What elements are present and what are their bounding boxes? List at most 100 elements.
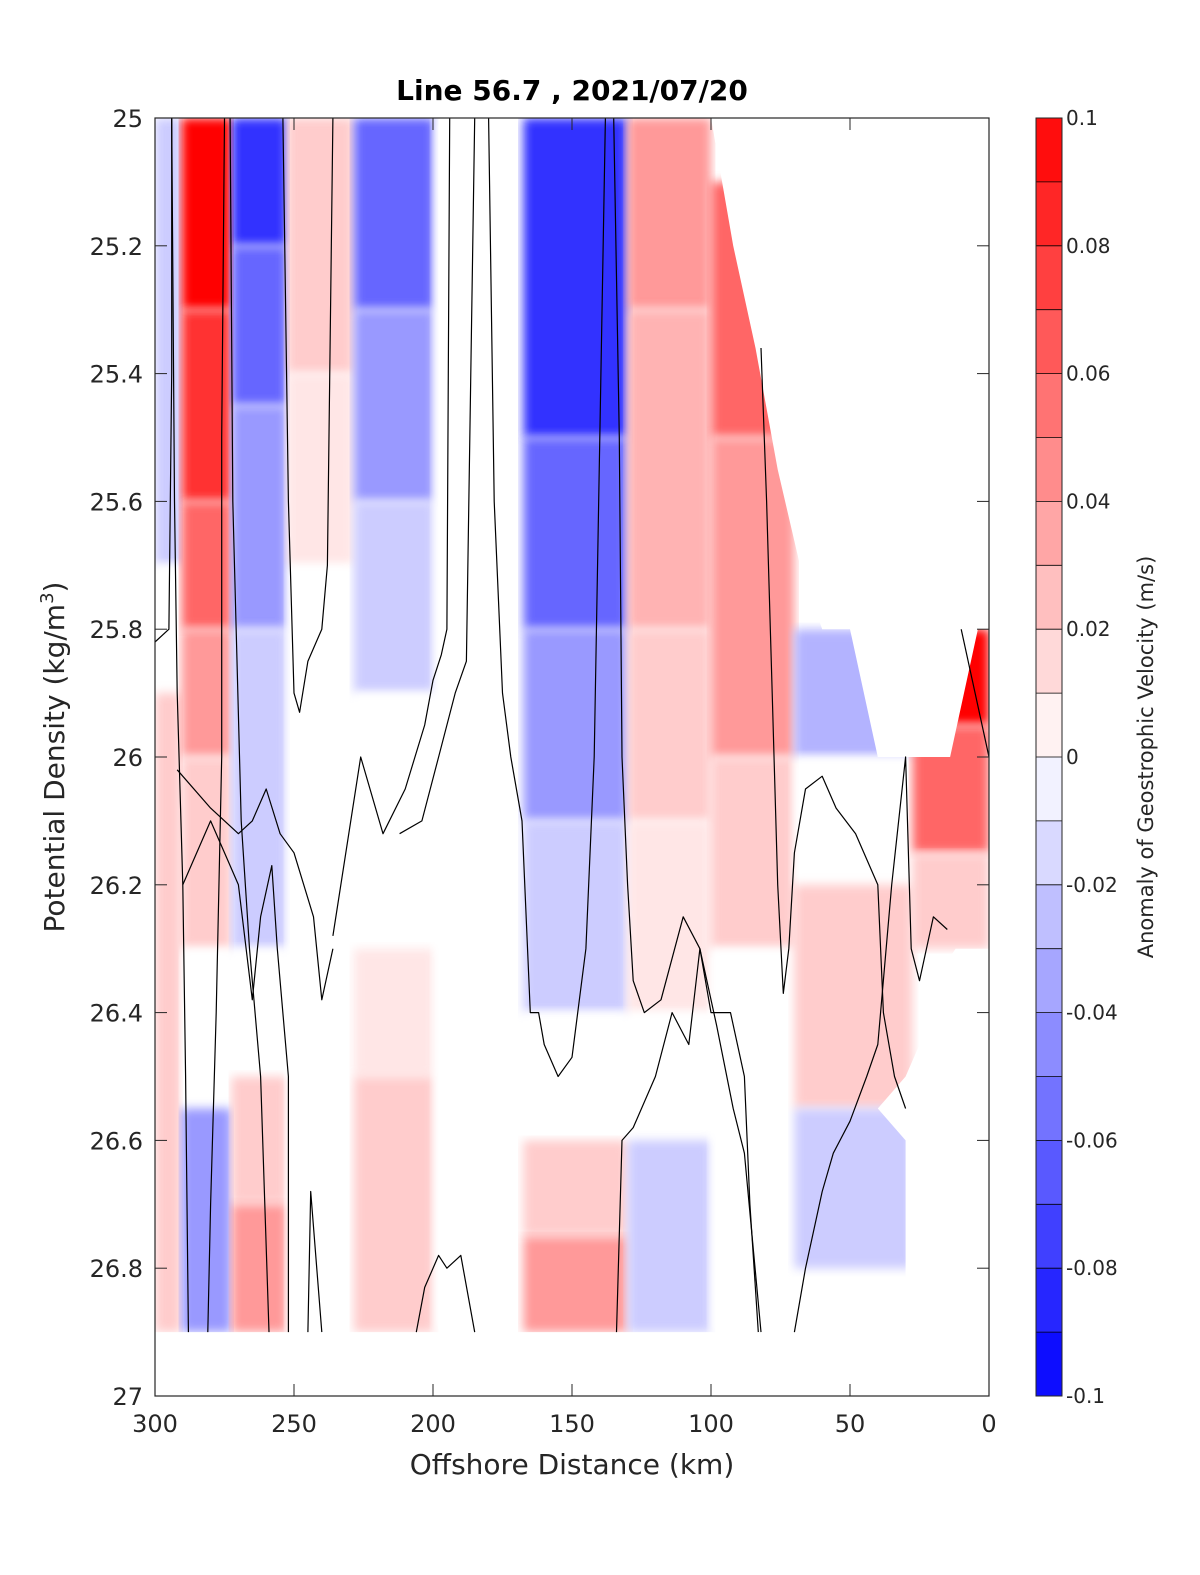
- field-cell-214-0: [353, 118, 435, 310]
- field-cell-243-0: [287, 118, 354, 374]
- colorbar-tick-label-5: 0: [1066, 745, 1079, 769]
- colorbar-tick-label-9: -0.08: [1066, 1256, 1118, 1280]
- zero-contour-9: [399, 118, 476, 835]
- y-axis-title: Potential Density (kg/m3): [37, 582, 71, 933]
- x-tick-label-1: 250: [271, 1410, 317, 1438]
- field-cell-50-2: [794, 884, 913, 1109]
- field-cell-150-6: [523, 1236, 628, 1333]
- field-cell-110-0: [627, 118, 711, 310]
- colorbar-tick-label-2: 0.06: [1066, 362, 1111, 386]
- field-cell-283-5: [181, 948, 232, 1109]
- colorbar-segment-3: [1036, 309, 1062, 375]
- colorbar-segment-18: [1036, 1268, 1062, 1333]
- field-cell-90-1: [711, 437, 795, 757]
- field-cell-110-4: [627, 1012, 711, 1141]
- field-cell-283-4: [181, 757, 232, 949]
- zero-contour-13: [415, 1254, 476, 1333]
- y-tick-label-4: 25.8: [90, 616, 143, 644]
- colorbar-segment-8: [1036, 629, 1062, 694]
- colorbar-segment-6: [1036, 501, 1062, 566]
- field-cell-90-3: [711, 948, 795, 1333]
- zero-contours: [155, 118, 989, 1333]
- mask-bottom-right: [877, 948, 989, 1333]
- colorbar-segment-16: [1036, 1140, 1062, 1205]
- zero-contour-3: [229, 118, 270, 1333]
- colorbar-segment-10: [1036, 757, 1062, 822]
- field-cell-283-3: [181, 629, 232, 757]
- field-cell-110-5: [627, 1140, 711, 1333]
- field-cell-110-2: [627, 629, 711, 821]
- field-cell-50-1: [794, 757, 913, 885]
- y-tick-label-3: 25.6: [90, 488, 143, 516]
- field-cell-50-3: [794, 1108, 913, 1269]
- y-axis-title-main: Potential Density (kg/m: [38, 604, 71, 933]
- y-axis-title-superscript: 3: [37, 592, 58, 603]
- x-axis: 300 250 200 150 100 50 0: [132, 118, 997, 1438]
- zero-contour-5: [182, 820, 289, 1333]
- colorbar-frame: [1035, 117, 1063, 1397]
- colorbar-segment-5: [1036, 437, 1062, 502]
- x-tick-label-6: 0: [981, 1410, 996, 1438]
- zero-contour-4: [282, 118, 334, 713]
- y-tick-label-0: 25: [112, 105, 143, 133]
- zero-contour-1: [171, 118, 189, 1333]
- colorbar-tick-label-10: -0.1: [1066, 1384, 1105, 1408]
- field-cell-214-4: [353, 948, 435, 1077]
- colorbar-tick-label-3: 0.04: [1066, 489, 1111, 513]
- colorbar-title: Anomaly of Geostrophic Velocity (m/s): [1134, 556, 1158, 959]
- y-tick-label-1: 25.2: [90, 233, 143, 261]
- colorbar-segment-0: [1036, 118, 1062, 183]
- colorbar-segment-15: [1036, 1076, 1062, 1141]
- field-cell-214-5: [353, 1076, 435, 1333]
- mask-below-data: [155, 1332, 989, 1396]
- y-tick-label-6: 26.2: [90, 872, 143, 900]
- colorbar-segment-12: [1036, 884, 1062, 950]
- chart-title: Line 56.7 , 2021/07/20: [396, 74, 748, 107]
- y-axis: 25 25.2 25.4 25.6 25.8 26 26.2 26.4 26.6 26.8 27: [90, 105, 989, 1411]
- zero-contour-7: [176, 769, 334, 1001]
- x-tick-label-5: 50: [835, 1410, 866, 1438]
- y-tick-label-2: 25.4: [90, 361, 143, 389]
- field-cell-262-1: [231, 245, 287, 406]
- field-cell-150-2: [523, 629, 628, 821]
- field-cell-110-3: [627, 820, 711, 1013]
- zero-contour-8: [332, 118, 451, 936]
- zero-contour-12: [615, 948, 762, 1333]
- y-tick-label-10: 27: [112, 1383, 143, 1411]
- field-cell-150-0: [523, 118, 628, 438]
- colorbar-segment-11: [1036, 820, 1062, 886]
- field-cell-262-2: [231, 405, 287, 630]
- field-cell-150-5: [523, 1140, 628, 1237]
- zero-contour-15: [793, 756, 948, 1333]
- zero-contour-6: [307, 1190, 323, 1333]
- field-cell-262-5: [231, 1076, 287, 1205]
- field-cell-283-6: [181, 1108, 232, 1333]
- zero-contour-11: [613, 118, 759, 1333]
- field-cell-214-1: [353, 309, 435, 502]
- colorbar-segment-14: [1036, 1012, 1062, 1077]
- field-cell-243-1: [287, 373, 354, 566]
- field-cell-185-0: [434, 118, 524, 1333]
- field-cell-262-6: [231, 1204, 287, 1333]
- colorbar-segment-1: [1036, 181, 1062, 247]
- y-tick-label-8: 26.6: [90, 1127, 143, 1155]
- zero-contour-2: [207, 118, 226, 1333]
- field-cell-298-0: [155, 118, 182, 566]
- field-cell-283-1: [181, 309, 232, 502]
- x-tick-label-0: 300: [132, 1410, 178, 1438]
- colorbar-segment-4: [1036, 373, 1062, 438]
- colorbar-segment-17: [1036, 1204, 1062, 1269]
- field-cell-214-2: [353, 501, 435, 694]
- x-tick-label-2: 200: [410, 1410, 456, 1438]
- zero-contour-16: [960, 629, 989, 758]
- field-cell-262-0: [231, 118, 287, 246]
- zero-contour-14: [760, 347, 907, 1109]
- y-axis-title-close: ): [38, 582, 71, 593]
- colorbar-tick-label-8: -0.06: [1066, 1128, 1118, 1152]
- x-tick-label-3: 150: [549, 1410, 595, 1438]
- field-cell-90-2: [711, 757, 795, 949]
- colorbar-segment-19: [1036, 1332, 1062, 1397]
- colorbar-segment-13: [1036, 948, 1062, 1014]
- colorbar-tick-label-4: 0.02: [1066, 617, 1111, 641]
